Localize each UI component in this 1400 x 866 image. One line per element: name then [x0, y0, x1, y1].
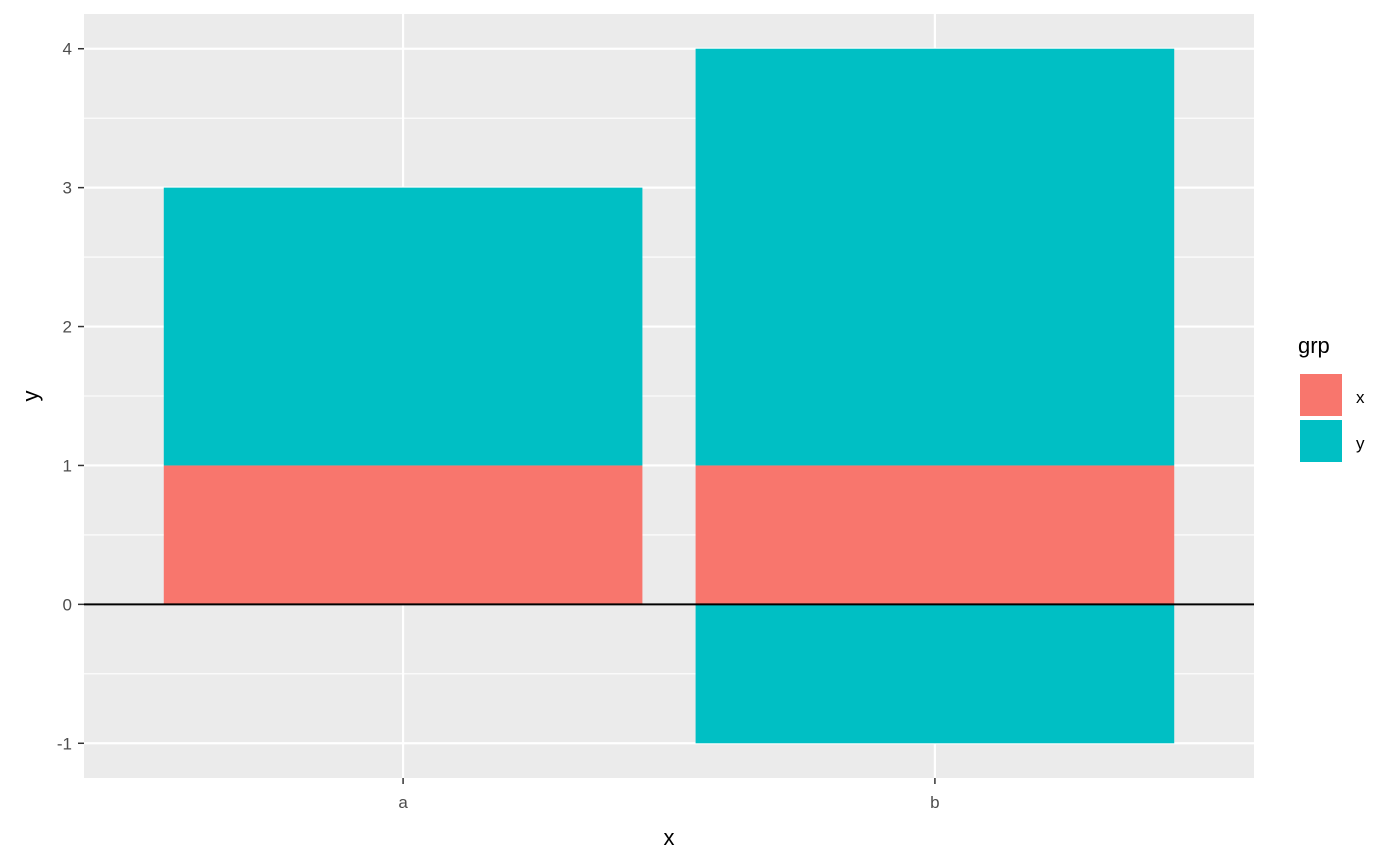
- x-tick-label: a: [398, 793, 408, 812]
- y-tick-label: 1: [63, 456, 72, 475]
- y-tick-label: 3: [63, 179, 72, 198]
- legend: grp x y: [1298, 333, 1365, 462]
- bar-b-y: [695, 48, 1175, 466]
- bar-b-y-negative: [695, 604, 1175, 744]
- bar-a-y: [163, 187, 643, 466]
- bar-b-x: [695, 465, 1175, 605]
- y-tick-label: -1: [57, 734, 72, 753]
- y-tick-label: 0: [63, 595, 72, 614]
- x-tick-label: b: [930, 793, 939, 812]
- y-axis-title: y: [18, 391, 43, 402]
- legend-label-y: y: [1356, 434, 1365, 453]
- legend-title: grp: [1298, 333, 1330, 358]
- x-axis-title: x: [664, 825, 675, 850]
- axes: -1 0 1 2 3 4 a b: [57, 40, 940, 812]
- legend-label-x: x: [1356, 388, 1365, 407]
- y-tick-label: 4: [63, 40, 72, 59]
- legend-key-y: [1300, 420, 1342, 462]
- y-tick-label: 2: [63, 318, 72, 337]
- bars: [163, 48, 1175, 744]
- legend-key-x: [1300, 374, 1342, 416]
- bar-a-x: [163, 465, 643, 605]
